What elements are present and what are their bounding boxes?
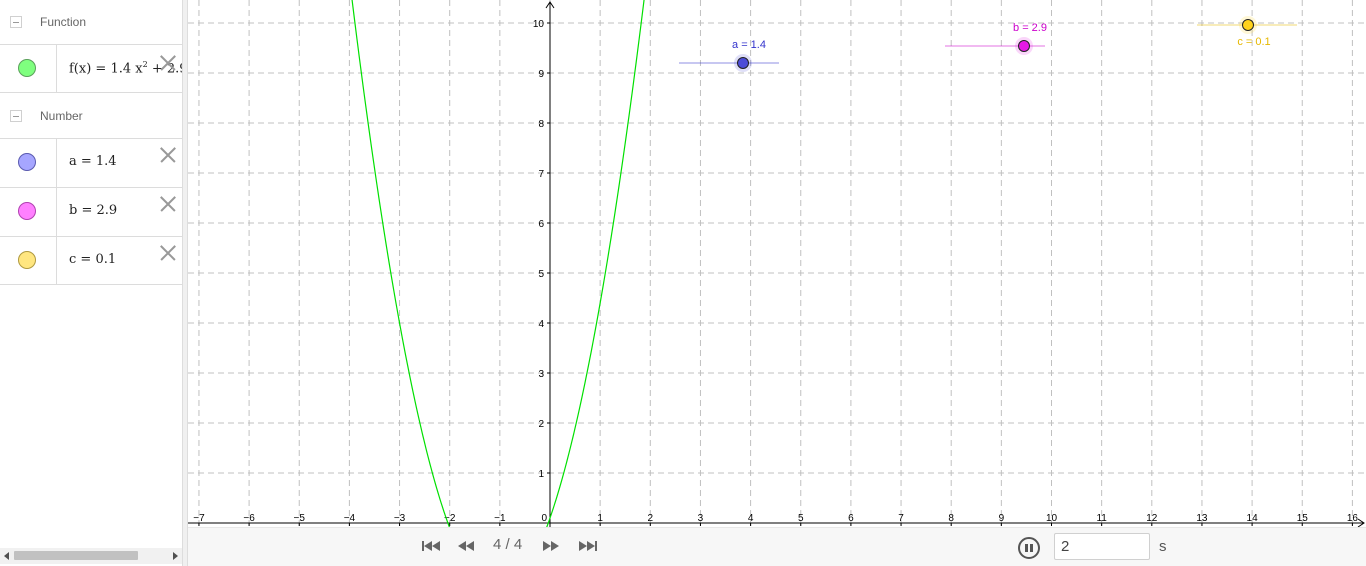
previous-frame-icon[interactable] xyxy=(458,539,474,553)
pause-icon[interactable] xyxy=(1018,537,1040,559)
group-title: Number xyxy=(40,109,83,123)
group-header-number[interactable]: Number xyxy=(0,94,182,138)
x-tick-label: 5 xyxy=(798,513,804,524)
graphics-canvas[interactable]: −7 −6 −5 −4 −3 −2 −1 0 1 2 3 4 5 6 7 8 9 10 11 12 13 14 15 16 1… xyxy=(188,0,1366,527)
visibility-marble-icon[interactable] xyxy=(18,202,36,220)
x-tick-label: 6 xyxy=(848,513,854,524)
x-tick-label: 0 xyxy=(541,513,547,524)
y-tick-label: 9 xyxy=(538,69,544,80)
slider-label: b = 2.9 xyxy=(1013,22,1047,34)
x-tick-label: 2 xyxy=(648,513,654,524)
algebra-item-c[interactable]: c = 0.1 xyxy=(0,236,182,285)
y-tick-label: 7 xyxy=(538,169,544,180)
y-tick-label: 6 xyxy=(538,219,544,230)
last-frame-icon[interactable] xyxy=(579,539,597,553)
x-tick-label: 4 xyxy=(748,513,754,524)
delete-icon[interactable] xyxy=(160,245,176,261)
sliders[interactable]: a = 1.4 b = 2.9 c = 0.1 xyxy=(679,16,1297,72)
visibility-marble-icon[interactable] xyxy=(18,59,36,77)
y-tick-label: 10 xyxy=(533,19,545,30)
x-tick-label: 14 xyxy=(1247,513,1259,524)
grid xyxy=(188,0,1366,527)
algebra-item-b[interactable]: b = 2.9 xyxy=(0,187,182,236)
marble-cell xyxy=(0,188,57,236)
first-frame-icon[interactable] xyxy=(422,539,440,553)
x-tick-label: −7 xyxy=(193,513,205,524)
x-tick-label: −5 xyxy=(294,513,306,524)
axes xyxy=(188,1,1365,527)
function-graph-f[interactable] xyxy=(330,0,666,527)
x-tick-label: 15 xyxy=(1297,513,1309,524)
x-tick-label: 9 xyxy=(999,513,1005,524)
x-tick-label: 8 xyxy=(948,513,954,524)
algebra-view: Function f(x) = 1.4 x2 + 2.9 Number a = … xyxy=(0,0,182,566)
group-header-function[interactable]: Function xyxy=(0,0,182,44)
scroll-right-icon[interactable] xyxy=(173,552,178,560)
x-tick-label: 1 xyxy=(597,513,603,524)
algebra-item-a[interactable]: a = 1.4 xyxy=(0,138,182,187)
slider-a[interactable]: a = 1.4 xyxy=(679,39,779,72)
delete-icon[interactable] xyxy=(160,55,176,71)
x-tick-labels: −7 −6 −5 −4 −3 −2 −1 0 1 2 3 4 5 6 7 8 9 10 11 12 13 14 15 16 xyxy=(193,513,1358,524)
collapse-toggle-icon[interactable] xyxy=(10,16,22,28)
animation-bar: 4 / 4 s xyxy=(188,527,1366,566)
view-divider[interactable] xyxy=(182,0,188,566)
x-tick-label: 12 xyxy=(1146,513,1158,524)
y-tick-label: 5 xyxy=(538,269,544,280)
next-frame-icon[interactable] xyxy=(543,539,559,553)
slider-handle[interactable] xyxy=(1242,19,1254,31)
tick-marks xyxy=(198,22,1353,526)
visibility-marble-icon[interactable] xyxy=(18,153,36,171)
slider-c[interactable]: c = 0.1 xyxy=(1197,16,1297,48)
y-tick-labels: 1 2 3 4 5 6 7 8 9 10 xyxy=(533,19,545,480)
y-tick-label: 8 xyxy=(538,119,544,130)
frame-counter: 4 / 4 xyxy=(493,536,523,553)
delete-icon[interactable] xyxy=(160,147,176,163)
x-tick-label: 10 xyxy=(1046,513,1058,524)
horizontal-scrollbar[interactable] xyxy=(0,548,182,564)
x-tick-label: −6 xyxy=(243,513,255,524)
delete-icon[interactable] xyxy=(160,196,176,212)
x-tick-label: −3 xyxy=(394,513,406,524)
x-axis-arrow-icon xyxy=(1357,518,1365,527)
y-axis-arrow-icon xyxy=(545,1,555,9)
algebra-item-label[interactable]: b = 2.9 xyxy=(69,203,118,218)
marble-cell xyxy=(0,139,57,187)
slider-handle[interactable] xyxy=(737,57,749,69)
y-tick-label: 2 xyxy=(538,419,544,430)
algebra-item-f[interactable]: f(x) = 1.4 x2 + 2.9 xyxy=(0,44,182,93)
x-tick-label: 16 xyxy=(1347,513,1359,524)
speed-unit: s xyxy=(1159,538,1167,555)
graphics-view[interactable]: −7 −6 −5 −4 −3 −2 −1 0 1 2 3 4 5 6 7 8 9 10 11 12 13 14 15 16 1… xyxy=(188,0,1366,527)
x-tick-label: 7 xyxy=(898,513,904,524)
collapse-toggle-icon[interactable] xyxy=(10,110,22,122)
algebra-item-label[interactable]: a = 1.4 xyxy=(69,154,117,169)
x-tick-label: 11 xyxy=(1096,513,1107,524)
group-title: Function xyxy=(40,15,87,29)
scrollbar-thumb[interactable] xyxy=(14,551,138,560)
x-tick-label: −1 xyxy=(494,513,506,524)
y-tick-label: 3 xyxy=(538,369,544,380)
x-tick-label: −2 xyxy=(444,513,456,524)
marble-cell xyxy=(0,237,57,284)
algebra-item-label[interactable]: c = 0.1 xyxy=(69,252,117,267)
x-tick-label: 13 xyxy=(1196,513,1208,524)
scroll-left-icon[interactable] xyxy=(4,552,9,560)
y-tick-label: 1 xyxy=(538,469,544,480)
visibility-marble-icon[interactable] xyxy=(18,251,36,269)
animation-speed-input[interactable] xyxy=(1054,533,1150,560)
slider-label: a = 1.4 xyxy=(732,39,766,51)
x-tick-label: 3 xyxy=(698,513,704,524)
y-tick-label: 4 xyxy=(538,319,544,330)
x-tick-label: −4 xyxy=(344,513,356,524)
slider-handle[interactable] xyxy=(1018,40,1030,52)
slider-b[interactable]: b = 2.9 xyxy=(945,22,1047,55)
marble-cell xyxy=(0,45,57,92)
slider-label: c = 0.1 xyxy=(1237,36,1270,48)
